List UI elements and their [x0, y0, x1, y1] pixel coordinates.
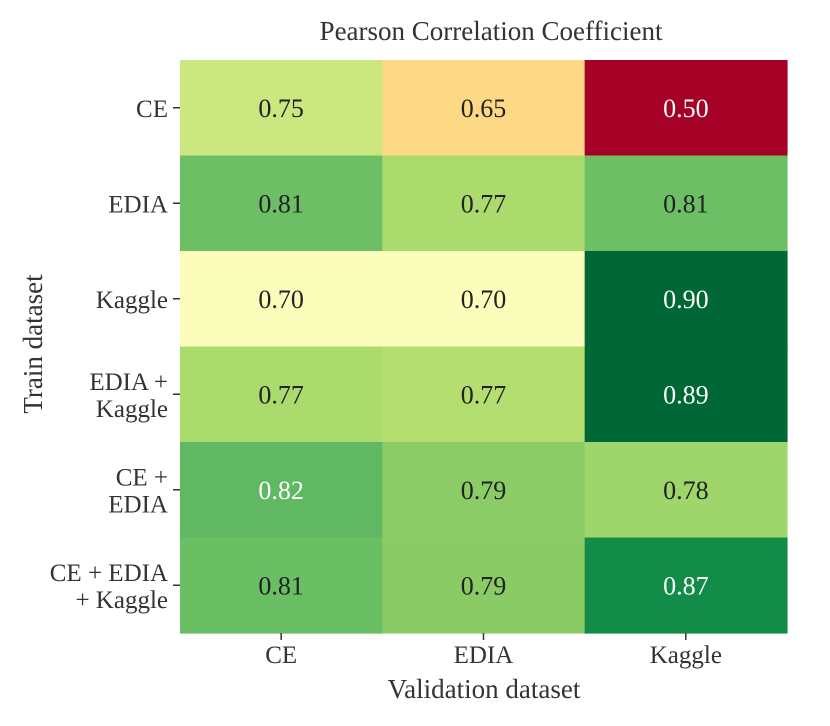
cell-value-label: 0.50	[663, 94, 709, 123]
cell-value-label: 0.81	[663, 189, 709, 218]
cell-value-label: 0.81	[258, 571, 304, 600]
heatmap-cell	[382, 251, 586, 348]
y-tick-label: EDIA	[108, 491, 168, 518]
y-tick-label: EDIA +	[89, 369, 168, 396]
heatmap-cell	[382, 442, 586, 539]
y-tick-label: Kaggle	[96, 287, 168, 314]
y-tick-label: CE	[136, 96, 168, 123]
heatmap-cell	[382, 155, 586, 252]
heatmap-cell	[584, 346, 788, 443]
y-tick-label: CE +	[116, 464, 168, 491]
cell-value-label: 0.77	[258, 380, 304, 409]
heatmap-cell	[382, 60, 586, 157]
cell-value-label: 0.75	[258, 94, 304, 123]
x-axis: CE EDIA Kaggle	[265, 633, 722, 669]
x-axis-title: Validation dataset	[388, 674, 581, 704]
cell-value-label: 0.77	[461, 189, 507, 218]
heatmap-cells: 0.75 0.65 0.50 0.81 0.77 0.81 0.70 0.70 0.90 0.77…	[180, 60, 788, 634]
y-axis-title: Train dataset	[18, 274, 48, 414]
cell-value-label: 0.77	[461, 380, 507, 409]
cell-value-label: 0.87	[663, 571, 709, 600]
chart-title: Pearson Correlation Coefficient	[320, 16, 663, 46]
cell-value-label: 0.78	[663, 476, 709, 505]
heatmap-cell	[180, 442, 383, 539]
heatmap-cell	[180, 251, 383, 348]
y-tick-label: + Kaggle	[75, 587, 168, 614]
cell-value-label: 0.65	[461, 94, 507, 123]
cell-value-label: 0.70	[461, 285, 507, 314]
heatmap-cell	[584, 155, 788, 252]
cell-value-label: 0.82	[258, 476, 304, 505]
cell-value-label: 0.90	[663, 285, 709, 314]
cell-value-label: 0.79	[461, 571, 507, 600]
cell-value-label: 0.79	[461, 476, 507, 505]
heatmap-cell	[584, 442, 788, 539]
heatmap-cell	[382, 537, 586, 634]
x-tick-label: CE	[265, 642, 297, 669]
x-tick-label: Kaggle	[650, 642, 722, 669]
y-tick-label: CE + EDIA	[50, 560, 168, 587]
x-tick-label: EDIA	[454, 642, 514, 669]
y-tick-label: Kaggle	[96, 396, 168, 423]
cell-value-label: 0.70	[258, 285, 304, 314]
heatmap-cell	[180, 537, 383, 634]
cell-value-label: 0.81	[258, 189, 304, 218]
y-tick-label: EDIA	[108, 191, 168, 218]
heatmap-cell	[180, 60, 383, 157]
heatmap-cell	[382, 346, 586, 443]
heatmap-cell	[180, 346, 383, 443]
heatmap-cell	[584, 60, 788, 157]
cell-value-label: 0.89	[663, 380, 709, 409]
heatmap-cell	[180, 155, 383, 252]
heatmap-cell	[584, 251, 788, 348]
heatmap-cell	[584, 537, 788, 634]
